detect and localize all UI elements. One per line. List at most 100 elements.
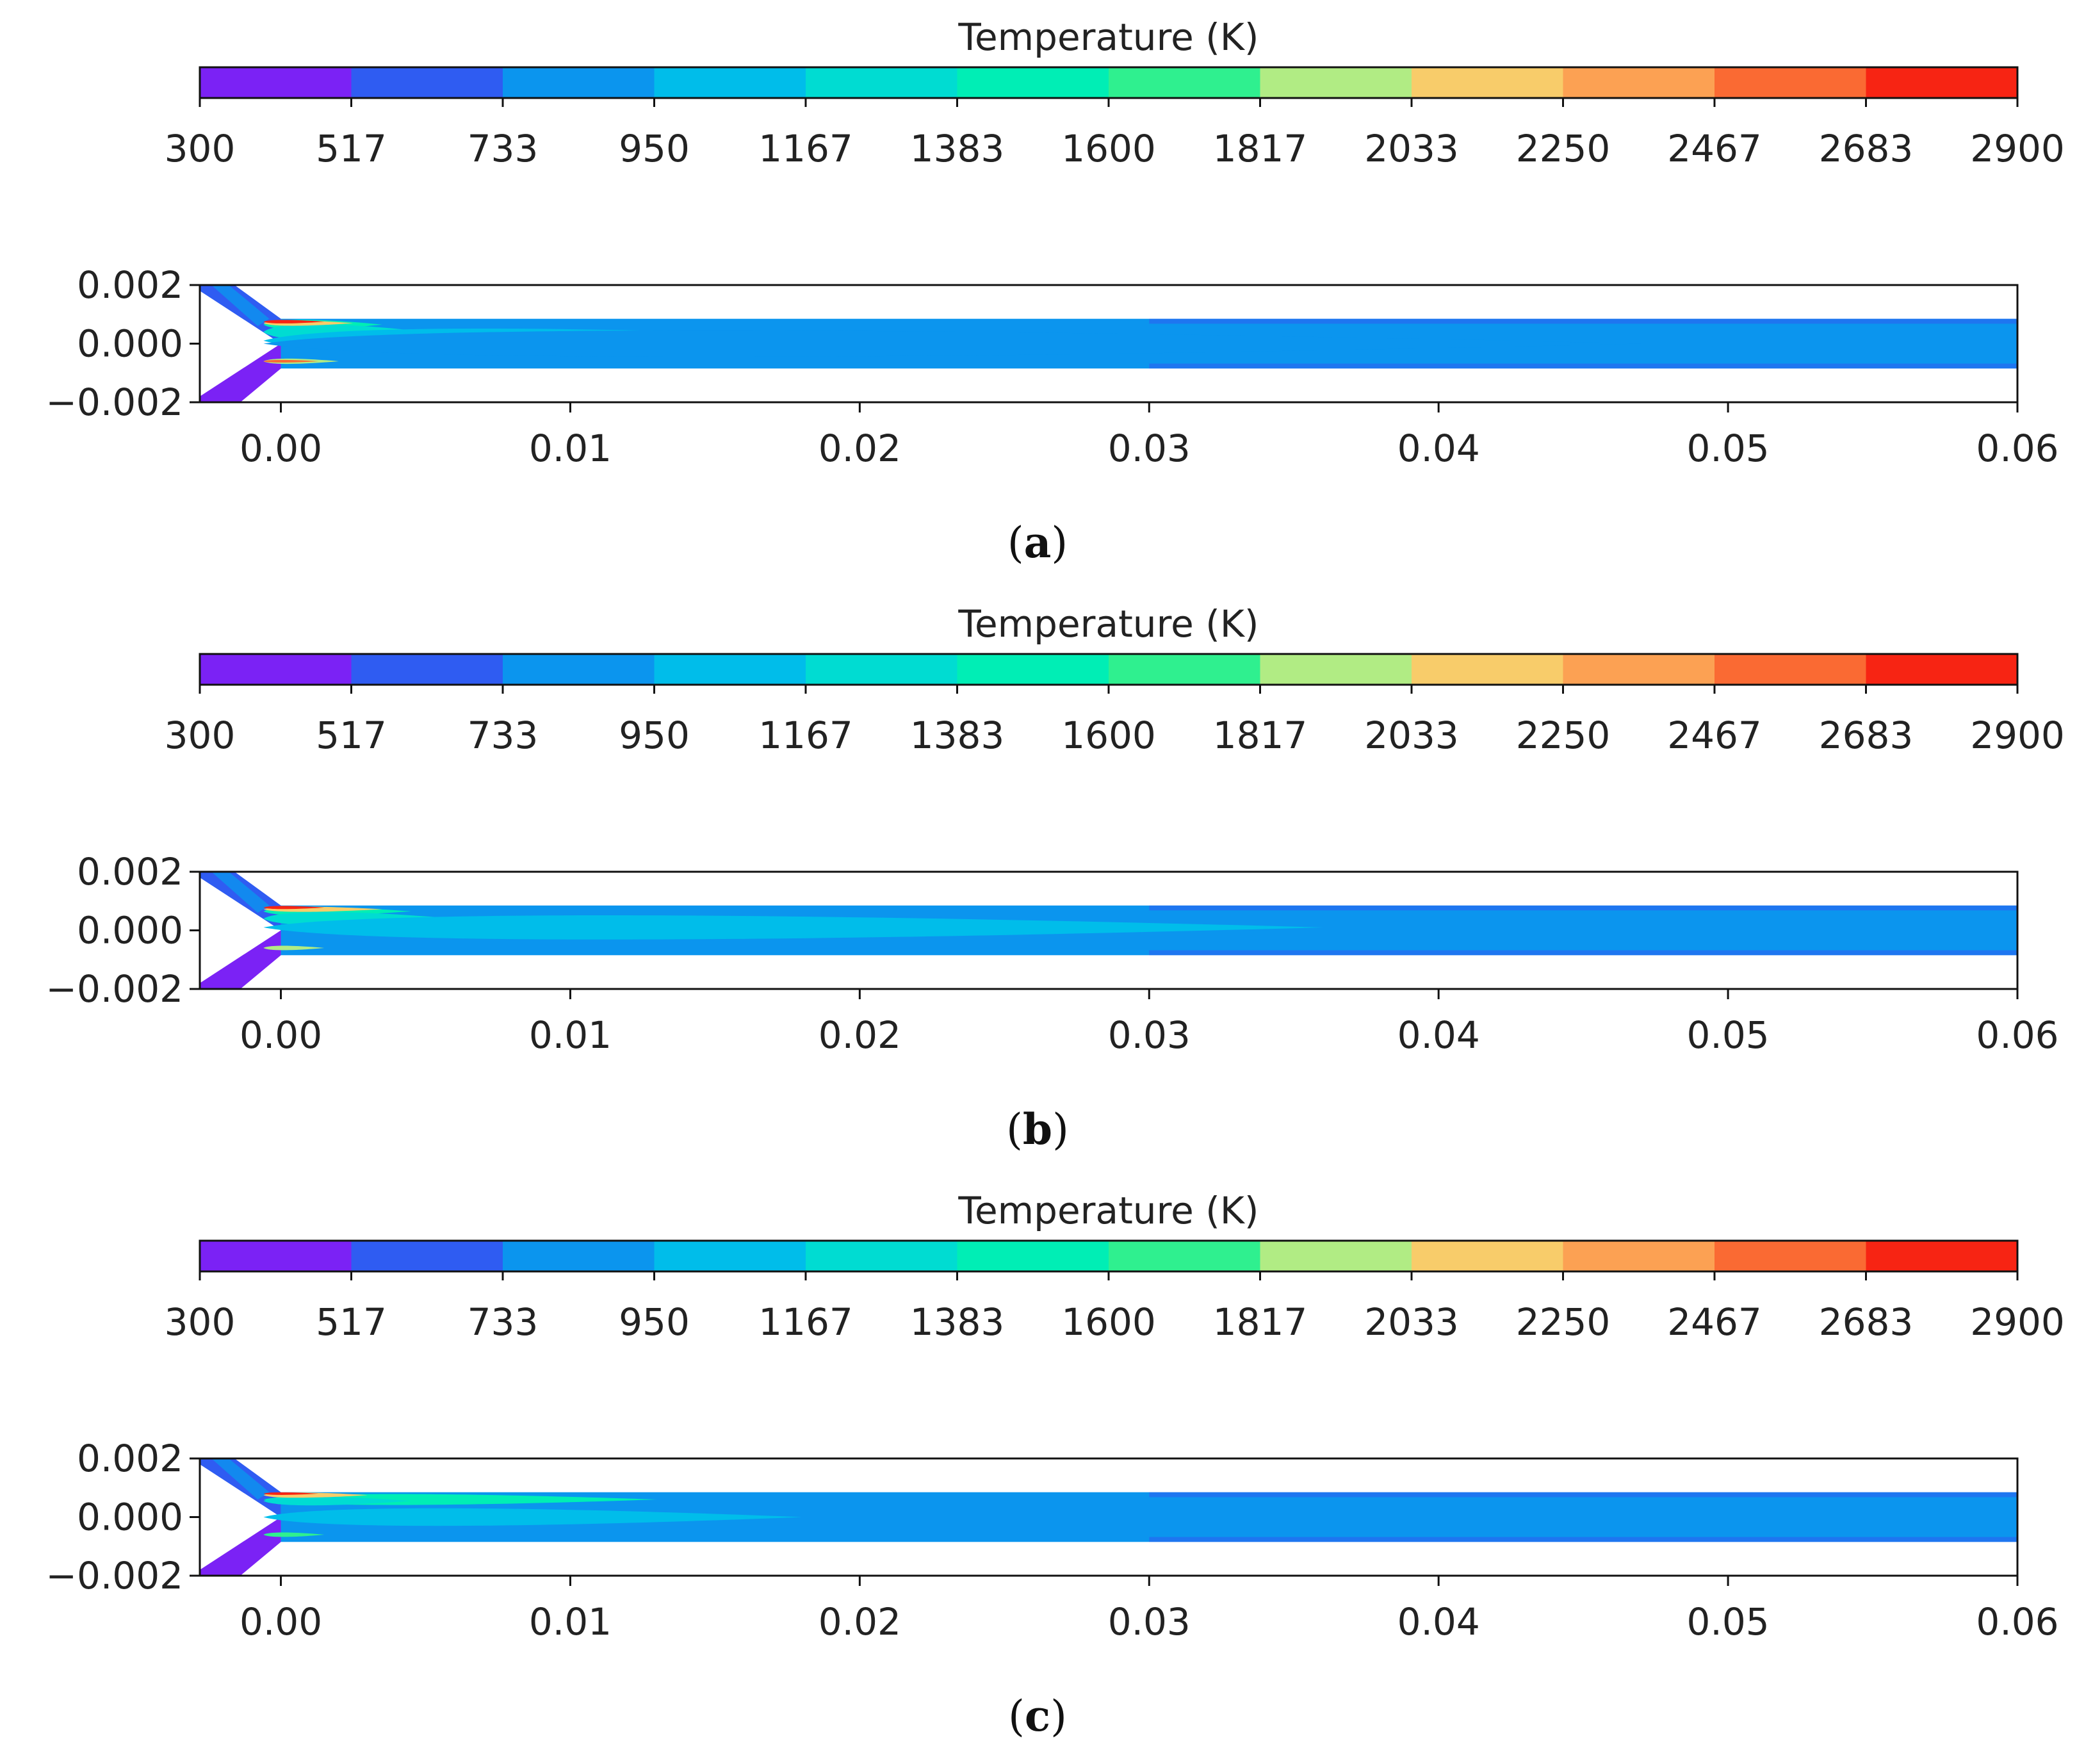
colorbar-band-9 — [1563, 67, 1715, 98]
inlet-wedge — [200, 898, 243, 963]
colorbar-band-0 — [200, 67, 352, 98]
x-tick-label: 0.01 — [529, 1600, 612, 1644]
y-tick-label: −0.002 — [45, 380, 183, 424]
colorbar-label: Temperature (K) — [957, 15, 1258, 59]
colorbar-tick-label: 2033 — [1364, 1300, 1459, 1344]
contour-region-2 — [263, 1508, 802, 1526]
colorbar-tick-label: 1383 — [910, 127, 1005, 170]
inlet-arm-lower — [200, 1517, 281, 1576]
inlet-wedge — [200, 1485, 243, 1549]
inlet-arm-upper — [200, 872, 281, 931]
x-tick-label: 0.00 — [240, 1600, 322, 1644]
y-tick-label: 0.000 — [77, 1496, 183, 1539]
colorbar-band-1 — [351, 654, 503, 685]
panel-label: (b) — [1006, 1104, 1069, 1154]
x-tick-label: 0.04 — [1397, 1600, 1480, 1644]
contour-region-4 — [263, 906, 325, 910]
colorbar-band-8 — [1412, 1241, 1564, 1271]
colorbar-tick-label: 950 — [619, 127, 690, 170]
colorbar-tick-label: 300 — [165, 127, 236, 170]
colorbar-tick-label: 1817 — [1213, 714, 1308, 757]
colorbar-tick-label: 517 — [316, 714, 387, 757]
colorbar-tick-label: 2250 — [1516, 714, 1611, 757]
inlet-wedge — [200, 311, 243, 376]
colorbar-tick-label: 2900 — [1970, 1300, 2065, 1344]
contour-region-4 — [263, 1492, 319, 1495]
colorbar-tick-label: 1167 — [758, 127, 853, 170]
colorbar-tick-label: 1383 — [910, 714, 1005, 757]
colorbar-band-7 — [1260, 654, 1412, 685]
colorbar-band-10 — [1715, 654, 1867, 685]
colorbar-band-10 — [1715, 1241, 1867, 1271]
x-tick-label: 0.04 — [1397, 427, 1480, 470]
colorbar-tick-label: 2250 — [1516, 127, 1611, 170]
colorbar-tick-label: 2683 — [1819, 714, 1914, 757]
colorbar-tick-label: 1600 — [1061, 714, 1156, 757]
colorbar-tick-label: 1600 — [1061, 127, 1156, 170]
colorbar-tick-label: 1167 — [758, 1300, 853, 1344]
colorbar-tick-label: 1817 — [1213, 127, 1308, 170]
x-tick-label: 0.04 — [1397, 1013, 1480, 1057]
colorbar-tick-label: 1383 — [910, 1300, 1005, 1344]
colorbar-tick-label: 2467 — [1667, 1300, 1762, 1344]
x-tick-label: 0.05 — [1687, 1013, 1770, 1057]
panel-b: Temperature (K) 300 517 733 950 1167 1383 1600 1… — [45, 602, 2064, 1154]
inlet-upper-layer — [211, 285, 270, 327]
x-tick-label: 0.05 — [1687, 1600, 1770, 1644]
inlet-upper-layer — [211, 872, 270, 913]
colorbar-tick-label: 2467 — [1667, 714, 1762, 757]
panel-label: (a) — [1007, 518, 1068, 568]
colorbar-tick-label: 950 — [619, 1300, 690, 1344]
wall-layer-top — [1149, 905, 2017, 911]
outside-bottom — [281, 955, 2017, 989]
x-tick-label: 0.06 — [1976, 1600, 2058, 1644]
colorbar-tick-label: 517 — [316, 127, 387, 170]
contour-region-5 — [263, 320, 325, 323]
inlet-arm-lower — [200, 930, 281, 989]
contour-region-7 — [263, 359, 319, 363]
colorbar-band-4 — [806, 654, 958, 685]
colorbar-band-1 — [351, 1241, 503, 1271]
colorbar-band-9 — [1563, 654, 1715, 685]
x-tick-label: 0.01 — [529, 427, 612, 470]
colorbar-band-7 — [1260, 1241, 1412, 1271]
colorbar-tick-label: 733 — [468, 127, 539, 170]
y-tick-label: 0.002 — [77, 1437, 183, 1480]
colorbar-label: Temperature (K) — [957, 602, 1258, 646]
x-tick-label: 0.06 — [1976, 427, 2058, 470]
colorbar-band-4 — [806, 67, 958, 98]
colorbar-tick-label: 2900 — [1970, 127, 2065, 170]
inlet-arm-upper — [200, 1458, 281, 1517]
colorbar-tick-label: 733 — [468, 1300, 539, 1344]
colorbar-band-0 — [200, 654, 352, 685]
colorbar-band-6 — [1109, 654, 1261, 685]
x-tick-label: 0.00 — [240, 1013, 322, 1057]
colorbar-tick-label: 950 — [619, 714, 690, 757]
outside-top — [281, 1458, 2017, 1492]
x-tick-label: 0.03 — [1108, 1600, 1191, 1644]
panel-c: Temperature (K) 300 517 733 950 1167 1383 1600 1… — [45, 1189, 2064, 1741]
y-tick-label: 0.000 — [77, 322, 183, 366]
colorbar-tick-label: 2900 — [1970, 714, 2065, 757]
colorbar-band-11 — [1866, 1241, 2018, 1271]
panel-a: Temperature (K) 300 517 733 950 1167 1383 1600 1… — [45, 15, 2064, 568]
contour-field — [200, 872, 2017, 989]
x-tick-label: 0.03 — [1108, 1013, 1191, 1057]
contour-region-2 — [263, 915, 1323, 940]
colorbar-band-5 — [957, 1241, 1109, 1271]
contour-field — [200, 1458, 2017, 1576]
colorbar-tick-label: 733 — [468, 714, 539, 757]
colorbar-band-3 — [654, 654, 806, 685]
x-tick-label: 0.00 — [240, 427, 322, 470]
x-tick-label: 0.02 — [819, 1600, 901, 1644]
inlet-arm-upper — [200, 285, 281, 344]
wall-layer-top — [1149, 318, 2017, 324]
colorbar-band-2 — [503, 1241, 655, 1271]
x-tick-label: 0.02 — [819, 1013, 901, 1057]
colorbar-band-3 — [654, 67, 806, 98]
y-tick-label: −0.002 — [45, 967, 183, 1011]
inlet-arm-lower — [200, 343, 281, 402]
colorbar-tick-label: 2250 — [1516, 1300, 1611, 1344]
colorbar-band-2 — [503, 654, 655, 685]
